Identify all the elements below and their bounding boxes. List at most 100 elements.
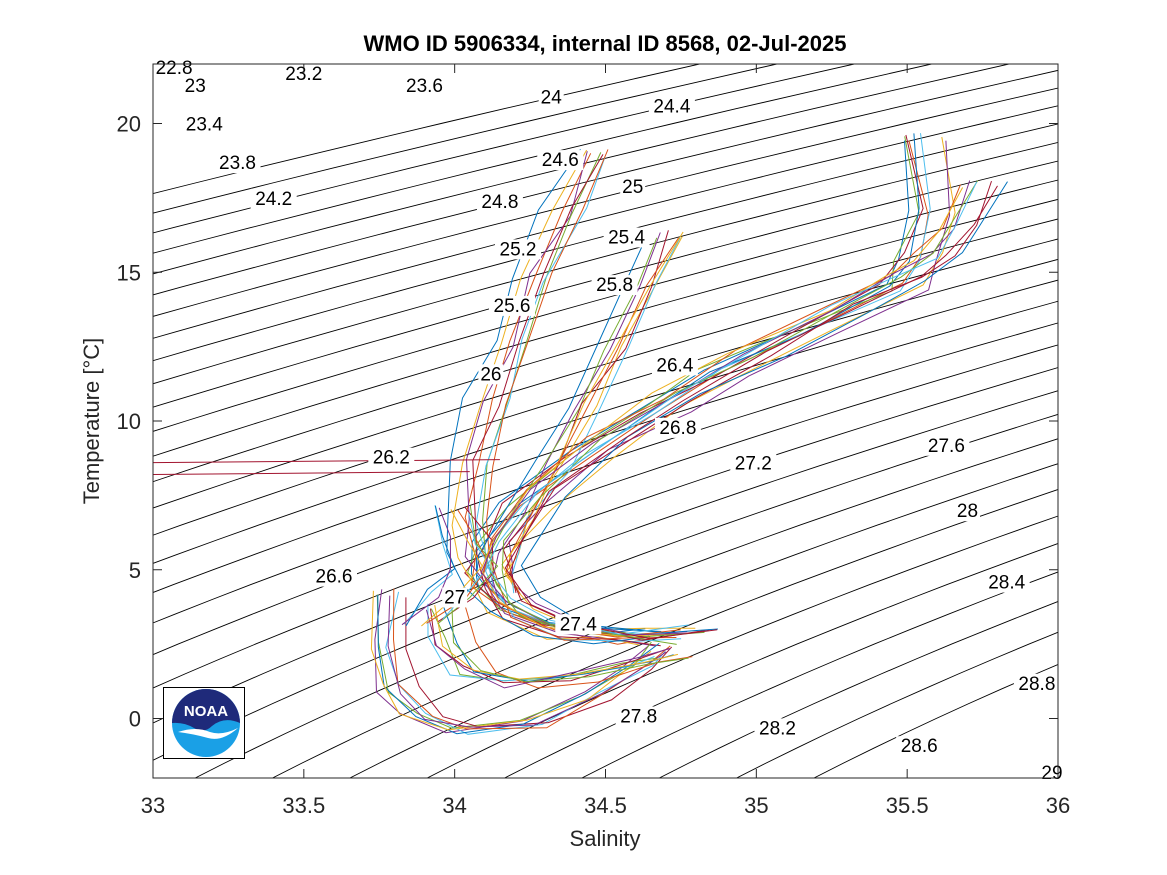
noaa-logo-gull <box>178 728 238 739</box>
isopycnal-label: 27.4 <box>560 614 597 635</box>
isopycnal-label-background <box>495 239 541 260</box>
isopycnal-line <box>735 631 1058 778</box>
profile-line <box>501 180 979 638</box>
isopycnal-label: 23.4 <box>186 114 223 135</box>
isopycnal-label: 27 <box>444 588 465 609</box>
isopycnal-label: 25.8 <box>596 275 633 296</box>
isopycnal-label: 24 <box>541 88 563 109</box>
isopycnal-line <box>153 123 1058 362</box>
y-tick-label: 0 <box>129 707 141 732</box>
isopycnal-line <box>153 87 1058 317</box>
profile-line <box>486 149 677 641</box>
isopycnal-line <box>153 64 934 254</box>
profile-line <box>508 140 951 636</box>
isopycnal-line <box>153 141 1058 385</box>
isopycnal-label-background <box>368 447 415 468</box>
x-tick-label: 33 <box>141 793 165 818</box>
isopycnal-label-background <box>923 435 970 456</box>
isopycnal-label-background <box>648 96 695 117</box>
plot-background <box>153 64 1058 778</box>
isopycnal-label-background <box>280 63 327 84</box>
profile-line <box>451 604 689 683</box>
isopycnal-label-background <box>538 87 564 108</box>
profile-line <box>511 237 681 594</box>
isopycnal-label-background <box>730 453 777 474</box>
isopycnal-line <box>194 438 1058 778</box>
profile-line <box>427 603 655 682</box>
isopycnal-label: 23.8 <box>219 153 256 174</box>
profile-line <box>374 589 651 734</box>
isopycnal-label: 28.8 <box>1018 674 1055 695</box>
x-tick-label: 35.5 <box>886 793 929 818</box>
profile-line <box>385 591 666 735</box>
y-tick-label: 10 <box>117 409 141 434</box>
isopycnal-label: 22.8 <box>156 58 193 79</box>
isopycnal-line <box>153 218 1058 483</box>
isopycnal-label-background <box>955 501 980 522</box>
isopycnal-label-background <box>651 355 698 376</box>
isopycnal-label-background <box>603 227 650 248</box>
isopycnal-label-background <box>182 75 208 96</box>
profile-line <box>430 608 669 684</box>
isopycnal-label: 23.2 <box>285 64 322 85</box>
isopycnal-line <box>153 300 1058 593</box>
y-tick-label: 20 <box>117 112 141 137</box>
profile-spike-line <box>153 471 470 476</box>
isopycnal-line <box>153 322 1058 624</box>
isopycnal-line <box>153 238 1058 509</box>
isopycnal-line <box>153 105 1058 339</box>
isopycnal-label: 23 <box>185 76 206 97</box>
isopycnal-label: 25.4 <box>608 228 645 249</box>
profile-line <box>377 594 660 735</box>
isopycnal-label: 28.6 <box>901 736 938 757</box>
isopycnal-label-background <box>555 614 602 635</box>
isopycnal-label-background <box>754 718 801 739</box>
isopycnal-label-background <box>591 275 638 296</box>
isopycnal-line <box>426 515 1058 778</box>
profile-line <box>486 181 978 635</box>
profile-line <box>405 505 456 627</box>
profile-spike-line <box>153 459 500 464</box>
isopycnal-label-background <box>311 566 357 587</box>
x-tick-label: 36 <box>1046 793 1070 818</box>
isopycnal-label-background <box>896 736 943 757</box>
isopycnal-line <box>153 69 1058 296</box>
isopycnal-line <box>580 571 1058 778</box>
isopycnal-label: 26.6 <box>316 567 353 588</box>
isopycnal-label-background <box>476 191 523 212</box>
profile-line <box>425 609 671 689</box>
isopycnal-label: 26.2 <box>373 448 410 469</box>
isopycnal-label-background <box>250 188 297 209</box>
profile-line <box>401 507 452 626</box>
profile-line <box>467 136 920 636</box>
isopycnal-label: 24.2 <box>255 189 292 210</box>
isopycnal-label: 28 <box>957 501 978 522</box>
isopycnal-label: 27.6 <box>928 436 965 457</box>
x-tick-label: 35 <box>744 793 768 818</box>
profile-line <box>490 237 658 594</box>
isopycnal-label: 24.4 <box>653 97 690 118</box>
isopycnal-label: 23.6 <box>406 76 443 97</box>
isopycnal-line <box>153 390 1058 724</box>
isopycnal-label-background <box>620 176 646 197</box>
noaa-logo: NOAA <box>163 687 245 759</box>
isopycnal-label: 25.2 <box>500 239 537 260</box>
isopycnal-line <box>153 179 1058 432</box>
isopycnal-label-background <box>442 587 468 608</box>
isopycnal-label-background <box>1013 673 1060 694</box>
isopycnal-line <box>153 198 1058 457</box>
x-axis-label: Salinity <box>570 826 641 851</box>
chart-title: WMO ID 5906334, internal ID 8568, 02-Jul… <box>363 31 846 56</box>
x-tick-label: 34 <box>442 793 466 818</box>
isopycnal-line <box>153 64 857 234</box>
isopycnal-label-background <box>151 57 198 78</box>
isopycnal-line <box>153 367 1058 689</box>
isopycnal-label: 28.4 <box>988 573 1025 594</box>
isopycnal-line <box>153 344 1058 656</box>
isopycnal-label: 24.8 <box>481 192 518 213</box>
profile-line <box>446 149 648 645</box>
isopycnal-line <box>153 64 702 195</box>
profile-line <box>451 149 640 646</box>
isopycnal-label: 26.4 <box>656 355 693 376</box>
